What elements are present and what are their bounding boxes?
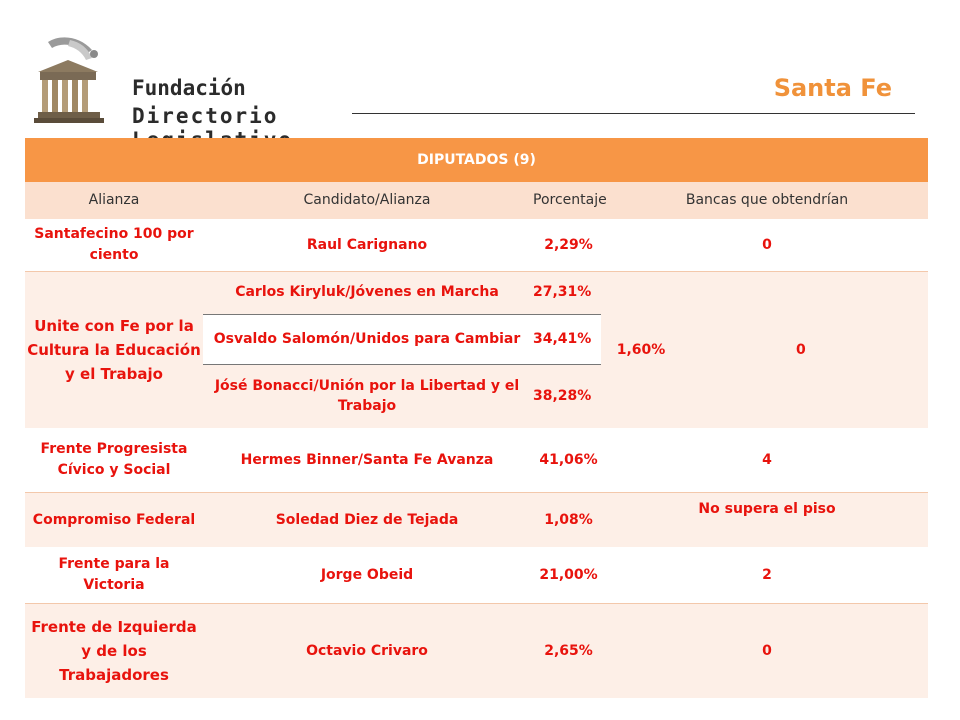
foundation-logo: Fundación Directorio Legislativo [30,32,350,152]
alianza-cell: Compromiso Federal [25,491,203,547]
region-title: Santa Fe [773,74,892,102]
porcentaje-cell: 2,29% [531,219,606,271]
logo-text-line2: Directorio Legislativo [132,104,294,152]
porcentaje-total: 1,60% [616,341,666,358]
candidato-cell: Jósé Bonacci/Unión por la Libertad y el … [203,364,531,428]
candidato-cell: Raul Carignano [203,219,531,271]
candidato-cell: Soledad Diez de Tejada [203,491,531,547]
porcentaje-cell: 41,06% [531,428,606,492]
porcentaje-cell: 2,65% [531,602,606,698]
alianza-cell: Santafecino 100 por ciento [25,219,203,271]
candidato-cell: Osvaldo Salomón/Unidos para Cambiar [203,314,531,365]
logo-text-line1: Fundación [132,76,246,100]
alianza-cell: Frente para la Victoria [25,547,203,603]
table-row: Frente Progresista Cívico y Social Herme… [25,428,929,492]
bancas-group-cell: 1,60% 0 [606,270,929,428]
table-title-row: DIPUTADOS (9) [25,138,929,182]
bancas-cell: 2 [606,547,929,603]
table-header-row: Alianza Candidato/Alianza Porcentaje Ban… [25,182,929,219]
candidato-cell: Hermes Binner/Santa Fe Avanza [203,428,531,492]
column-header-alianza: Alianza [25,182,203,219]
column-header-bancas: Bancas que obtendrían [606,182,929,219]
title-divider [352,113,915,114]
results-table: DIPUTADOS (9) Alianza Candidato/Alianza … [25,138,929,698]
porcentaje-cell: 38,28% [531,364,601,428]
table-row: Jósé Bonacci/Unión por la Libertad y el … [25,364,928,428]
candidato-cell: Octavio Crivaro [203,602,531,698]
column-building-icon [34,37,104,123]
bancas-cell: 0 [606,219,929,271]
alianza-cell: Unite con Fe por la Cultura la Educación… [25,270,203,428]
table-row: Frente para la Victoria Jorge Obeid 21,0… [25,547,929,603]
porcentaje-cell: 1,08% [531,491,606,547]
table-row: Osvaldo Salomón/Unidos para Cambiar 34,4… [25,314,928,365]
table-row: Unite con Fe por la Cultura la Educación… [25,270,929,428]
candidato-cell: Jorge Obeid [203,547,531,603]
table-row: Santafecino 100 por ciento Raul Carignan… [25,219,929,271]
table-row: Frente de Izquierda y de los Trabajadore… [25,602,929,698]
bancas-cell: No supera el piso [606,491,929,547]
porcentaje-cell: 27,31% [531,270,601,315]
table-row: Compromiso Federal Soledad Diez de Tejad… [25,491,929,547]
column-header-candidato: Candidato/Alianza [203,182,531,219]
candidato-cell: Carlos Kiryluk/Jóvenes en Marcha [203,270,531,315]
alianza-cell: Frente Progresista Cívico y Social [25,428,203,492]
porcentaje-cell: 21,00% [531,547,606,603]
bancas-value: 0 [796,341,806,358]
porcentaje-cell: 34,41% [531,314,601,365]
bancas-cell: 4 [606,428,929,492]
alianza-cell: Frente de Izquierda y de los Trabajadore… [25,602,203,698]
bancas-cell: 0 [606,602,929,698]
column-header-porcentaje: Porcentaje [531,182,607,219]
table-title: DIPUTADOS (9) [417,151,536,168]
